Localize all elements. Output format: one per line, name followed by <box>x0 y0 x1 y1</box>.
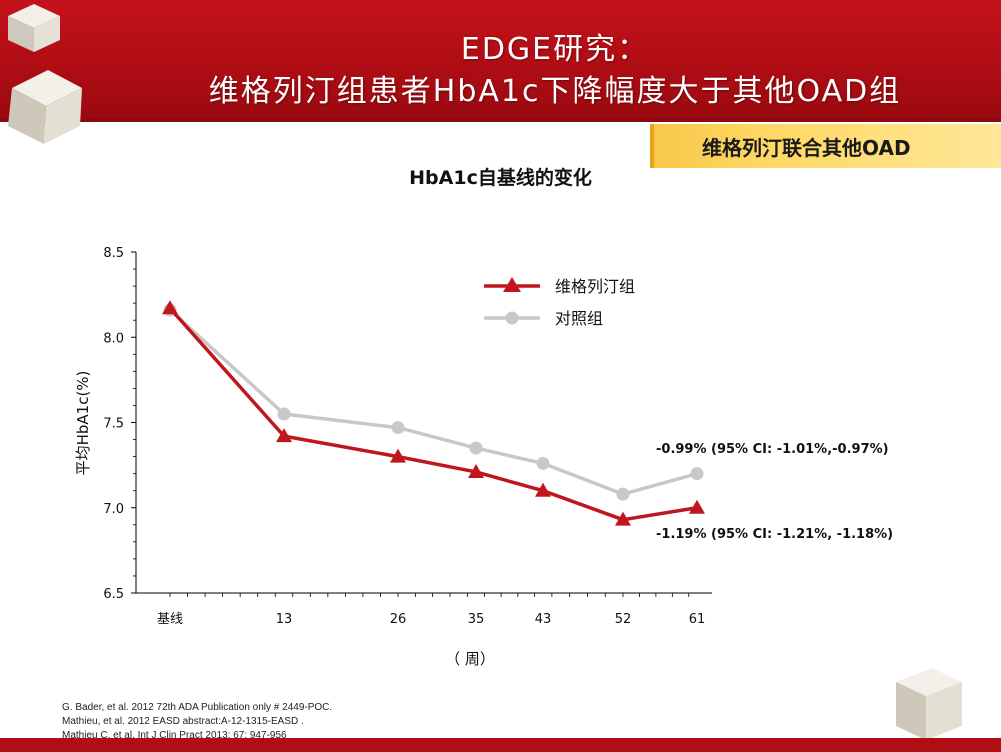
data-point-circle <box>536 456 550 470</box>
legend-label: 对照组 <box>555 309 603 328</box>
reference-2: Mathieu, et al. 2012 EASD abstract:A-12-… <box>62 716 304 727</box>
header-band <box>0 0 1001 118</box>
data-point-triangle <box>468 463 484 478</box>
legend-label: 维格列汀组 <box>555 277 635 296</box>
subtitle-badge: 维格列汀联合其他OAD <box>650 124 1001 168</box>
y-tick-label: 8.0 <box>103 331 124 346</box>
data-point-triangle <box>689 499 705 514</box>
data-point-circle <box>690 467 704 481</box>
x-tick-label: 61 <box>689 612 706 627</box>
header-divider <box>0 118 1001 122</box>
y-tick-label: 7.0 <box>103 502 124 517</box>
series-line <box>168 308 698 496</box>
data-point-triangle <box>390 448 406 463</box>
footer-band <box>0 738 1001 752</box>
x-tick-label: 43 <box>535 612 552 627</box>
x-axis-label: （ 周） <box>445 650 495 668</box>
data-point-circle <box>277 407 291 421</box>
legend-marker-circle <box>505 311 519 325</box>
cube-decoration-bottom-right <box>896 668 962 740</box>
series-layer <box>162 300 705 526</box>
y-axis-label: 平均HbA1c(%) <box>74 371 92 476</box>
series-control <box>163 303 704 501</box>
legend-item: 对照组 <box>484 309 603 328</box>
legend-marker-triangle <box>503 277 521 292</box>
data-point-triangle <box>535 482 551 497</box>
reference-3: Mathieu C, et al. Int J Clin Pract 2013;… <box>62 730 287 741</box>
cube-decoration-top <box>8 4 60 52</box>
subtitle-text: 维格列汀联合其他OAD <box>702 135 911 160</box>
data-point-triangle <box>615 511 631 526</box>
series-vildagliptin <box>162 300 705 526</box>
x-axis-ticks: 基线 13 26 35 43 52 61 <box>157 593 705 627</box>
y-tick-label: 7.5 <box>103 417 124 432</box>
y-axis-ticks: 6.5 7.0 7.5 8.0 8.5 <box>103 246 136 602</box>
x-tick-label: 52 <box>615 612 632 627</box>
data-point-triangle <box>276 428 292 443</box>
data-point-circle <box>391 421 405 435</box>
annotation-control-change: -0.99% (95% CI: -1.01%,-0.97%) <box>656 442 889 457</box>
x-tick-label: 13 <box>276 612 293 627</box>
chart-axes <box>135 252 712 594</box>
x-tick-label: 基线 <box>157 612 183 627</box>
legend-item: 维格列汀组 <box>484 277 635 296</box>
data-point-triangle <box>162 300 178 315</box>
data-point-circle <box>469 441 483 455</box>
y-tick-label: 8.5 <box>103 246 124 261</box>
reference-1: G. Bader, et al. 2012 72th ADA Publicati… <box>62 702 333 713</box>
slide-title-line1: EDGE研究： <box>460 32 650 67</box>
annotation-vildagliptin-change: -1.19% (95% CI: -1.21%, -1.18%) <box>656 527 893 542</box>
slide-title-line2: 维格列汀组患者HbA1c下降幅度大于其他OAD组 <box>208 74 902 109</box>
chart-title: HbA1c自基线的变化 <box>409 167 592 189</box>
x-tick-label: 35 <box>468 612 485 627</box>
series-line <box>168 307 698 522</box>
cube-decoration-left <box>8 70 82 144</box>
y-tick-label: 6.5 <box>103 587 124 602</box>
data-point-circle <box>616 487 630 501</box>
x-tick-label: 26 <box>390 612 407 627</box>
